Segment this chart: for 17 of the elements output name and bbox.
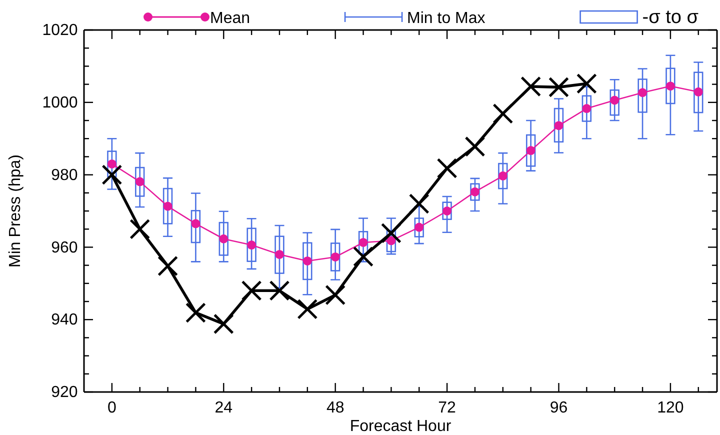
y-tick-label: 980 — [51, 166, 78, 184]
text: Min to Max — [407, 10, 486, 27]
x-tick-label: 120 — [657, 400, 684, 417]
legend-label: -σ to σ — [642, 7, 699, 28]
y-tick-label: 940 — [51, 312, 78, 329]
y-tick-label: 920 — [51, 384, 78, 402]
x-tick-label: 48 — [326, 400, 344, 417]
y-tick-label: 1020 — [42, 22, 78, 40]
x-tick-label: 24 — [214, 400, 233, 417]
x-tick-label: 96 — [550, 400, 568, 417]
x-tick-label: 72 — [438, 400, 456, 417]
x-axis-title: Forecast Hour — [350, 418, 452, 435]
y-axis-title: Min Press (hpa) — [7, 154, 24, 268]
y-tick-label: 960 — [51, 239, 78, 256]
y-tick-label: 1000 — [42, 94, 78, 112]
legend-label: Mean — [210, 10, 250, 27]
x-tick-label: 0 — [107, 400, 116, 417]
